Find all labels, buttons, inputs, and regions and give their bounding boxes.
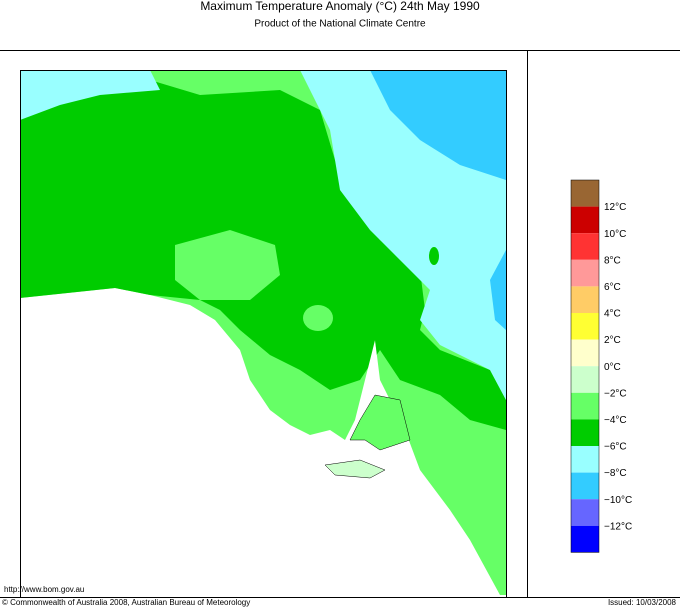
legend-label: −2°C	[604, 388, 627, 399]
subtitle: Product of the National Climate Centre	[254, 19, 426, 30]
map-border	[20, 70, 507, 598]
islands	[324, 394, 411, 479]
legend-label: −6°C	[604, 442, 627, 453]
legend-swatch	[571, 392, 599, 420]
url: http://www.bom.gov.au	[4, 585, 84, 594]
map	[20, 70, 506, 595]
legend-label: 8°C	[604, 255, 621, 266]
legend-swatch	[571, 366, 599, 393]
legend-swatch	[571, 525, 599, 553]
legend-label: −10°C	[604, 495, 632, 506]
legend-swatch	[571, 339, 599, 367]
legend-label: −12°C	[604, 521, 632, 532]
legend-swatch	[571, 472, 599, 500]
legend: 12°C 10°C 8°C 6°C 4°C 2°C 0°C −2°C −4°C −6°C −8°C −…	[570, 179, 632, 553]
legend-border	[570, 179, 600, 553]
legend-swatch	[571, 446, 599, 473]
copyright: © Commonwealth of Australia 2008, Austra…	[2, 598, 250, 607]
legend-swatch	[571, 180, 599, 207]
legend-swatch	[571, 206, 599, 234]
legend-swatch	[571, 419, 599, 446]
legend-label: 6°C	[604, 282, 621, 293]
legend-label: 2°C	[604, 335, 621, 346]
legend-label: 12°C	[604, 202, 626, 213]
legend-swatch	[571, 313, 599, 340]
legend-swatch	[571, 499, 599, 526]
legend-swatch	[571, 259, 599, 287]
title: Maximum Temperature Anomaly (°C) 24th Ma…	[200, 0, 480, 13]
legend-swatch	[571, 286, 599, 313]
legend-label: 0°C	[604, 362, 621, 373]
legend-swatch	[571, 233, 599, 260]
legend-label: 4°C	[604, 309, 621, 320]
legend-label: −8°C	[604, 468, 627, 479]
legend-label: 10°C	[604, 229, 626, 240]
legend-label: −4°C	[604, 415, 627, 426]
issued: Issued: 10/03/2008	[608, 598, 677, 607]
